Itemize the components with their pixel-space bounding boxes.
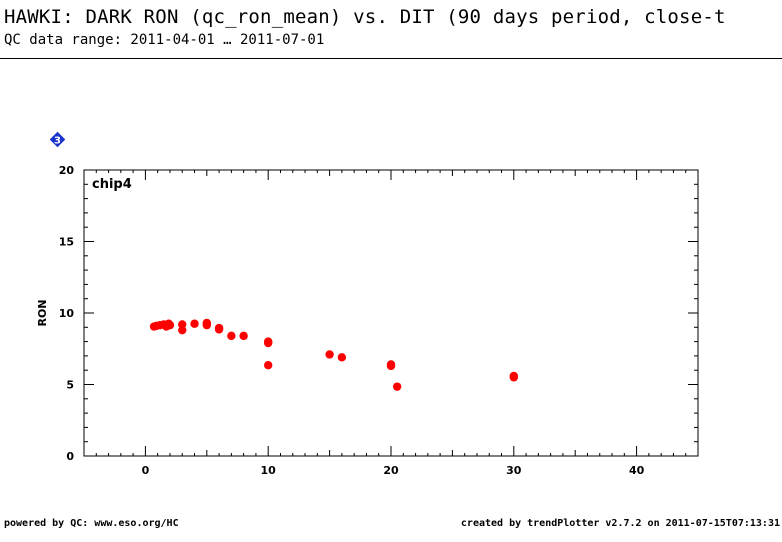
panel-marker-number: 3	[54, 136, 61, 147]
data-point	[386, 361, 396, 371]
data-point	[264, 360, 273, 370]
data-point	[214, 325, 224, 334]
data-point	[202, 320, 211, 330]
footer-created-by: created by trendPlotter v2.7.2 on 2011-0…	[460, 518, 780, 529]
page-title: HAWKI: DARK RON (qc_ron_mean) vs. DIT (9…	[4, 6, 726, 28]
axis-ticks	[84, 169, 698, 457]
data-point	[178, 325, 187, 335]
data-point	[392, 382, 402, 391]
data-point	[509, 373, 518, 382]
data-point	[165, 320, 175, 330]
y-tick-label: 10	[59, 307, 75, 320]
x-tick-label: 20	[383, 464, 399, 477]
panel-marker: 3	[49, 131, 66, 148]
y-tick-label: 5	[66, 379, 74, 392]
data-point	[227, 331, 236, 341]
plot-frame	[83, 169, 699, 457]
panel-marker-diamond	[49, 131, 66, 148]
chip-annotation: chip4	[92, 177, 132, 192]
data-point	[264, 338, 273, 348]
data-point	[337, 353, 347, 362]
x-tick-label: 40	[629, 464, 645, 477]
axis-tick-labels: 0 10 20 30 40 0 5 10 15 20	[59, 164, 645, 477]
y-tick-label: 0	[66, 450, 74, 463]
y-axis-label: RON	[36, 299, 49, 326]
y-tick-label: 15	[59, 236, 74, 249]
header-divider	[0, 58, 782, 59]
data-point	[325, 350, 334, 359]
data-point	[239, 331, 248, 341]
x-tick-label: 10	[261, 464, 277, 477]
data-point	[190, 319, 199, 328]
data-range-subtitle: QC data range: 2011-04-01 … 2011-07-01	[4, 32, 325, 48]
footer-powered-by: powered by QC: www.eso.org/HC	[4, 518, 179, 529]
x-tick-label: 0	[142, 464, 150, 477]
y-tick-label: 20	[59, 164, 75, 177]
data-points	[149, 318, 518, 391]
x-tick-label: 30	[506, 464, 522, 477]
